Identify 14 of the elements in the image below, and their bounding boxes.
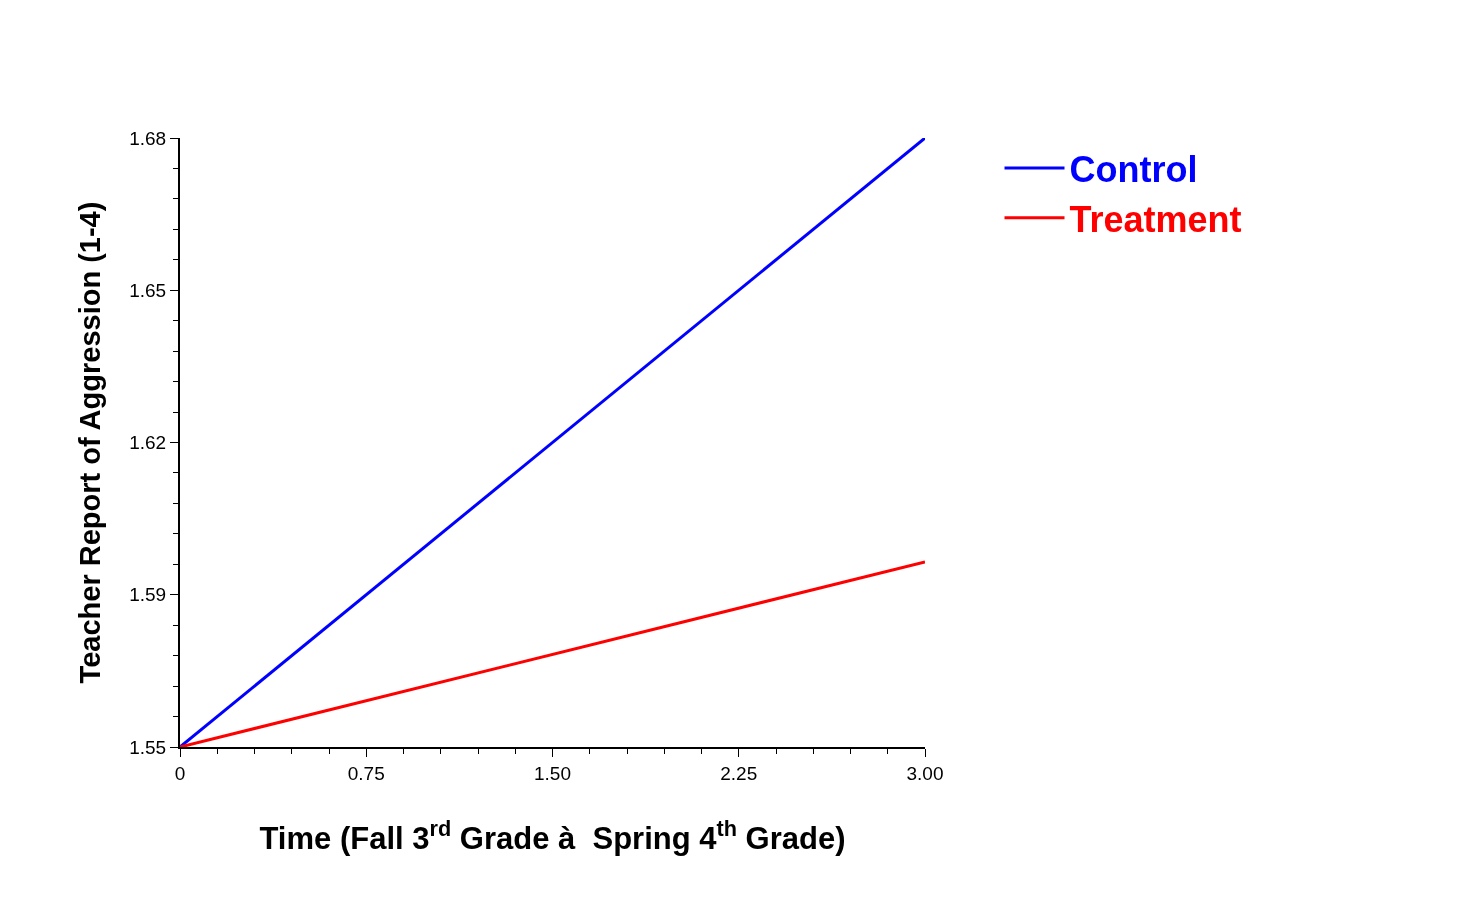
legend-label: Control	[1069, 148, 1198, 190]
y-tick-label: 1.65	[129, 279, 167, 301]
x-tick-label: 2.25	[720, 762, 758, 784]
x-tick-label: 3.00	[906, 762, 944, 784]
legend-label: Treatment	[1069, 198, 1242, 240]
y-tick-label: 1.59	[129, 584, 167, 606]
x-tick-label: 1.50	[534, 762, 571, 784]
x-axis-title: Time (Fall 3$^{rd}$ Grade à Spring 4$^{th}$ Grade)	[259, 816, 846, 857]
y-axis-title: Teacher Report of Aggression (1-4)	[74, 201, 107, 684]
y-tick-label: 1.55	[129, 736, 167, 758]
y-tick-label: 1.62	[129, 432, 167, 454]
x-tick-label: 0.75	[347, 762, 385, 784]
x-tick-label: 0	[174, 762, 186, 784]
y-tick-label: 1.68	[129, 127, 167, 149]
